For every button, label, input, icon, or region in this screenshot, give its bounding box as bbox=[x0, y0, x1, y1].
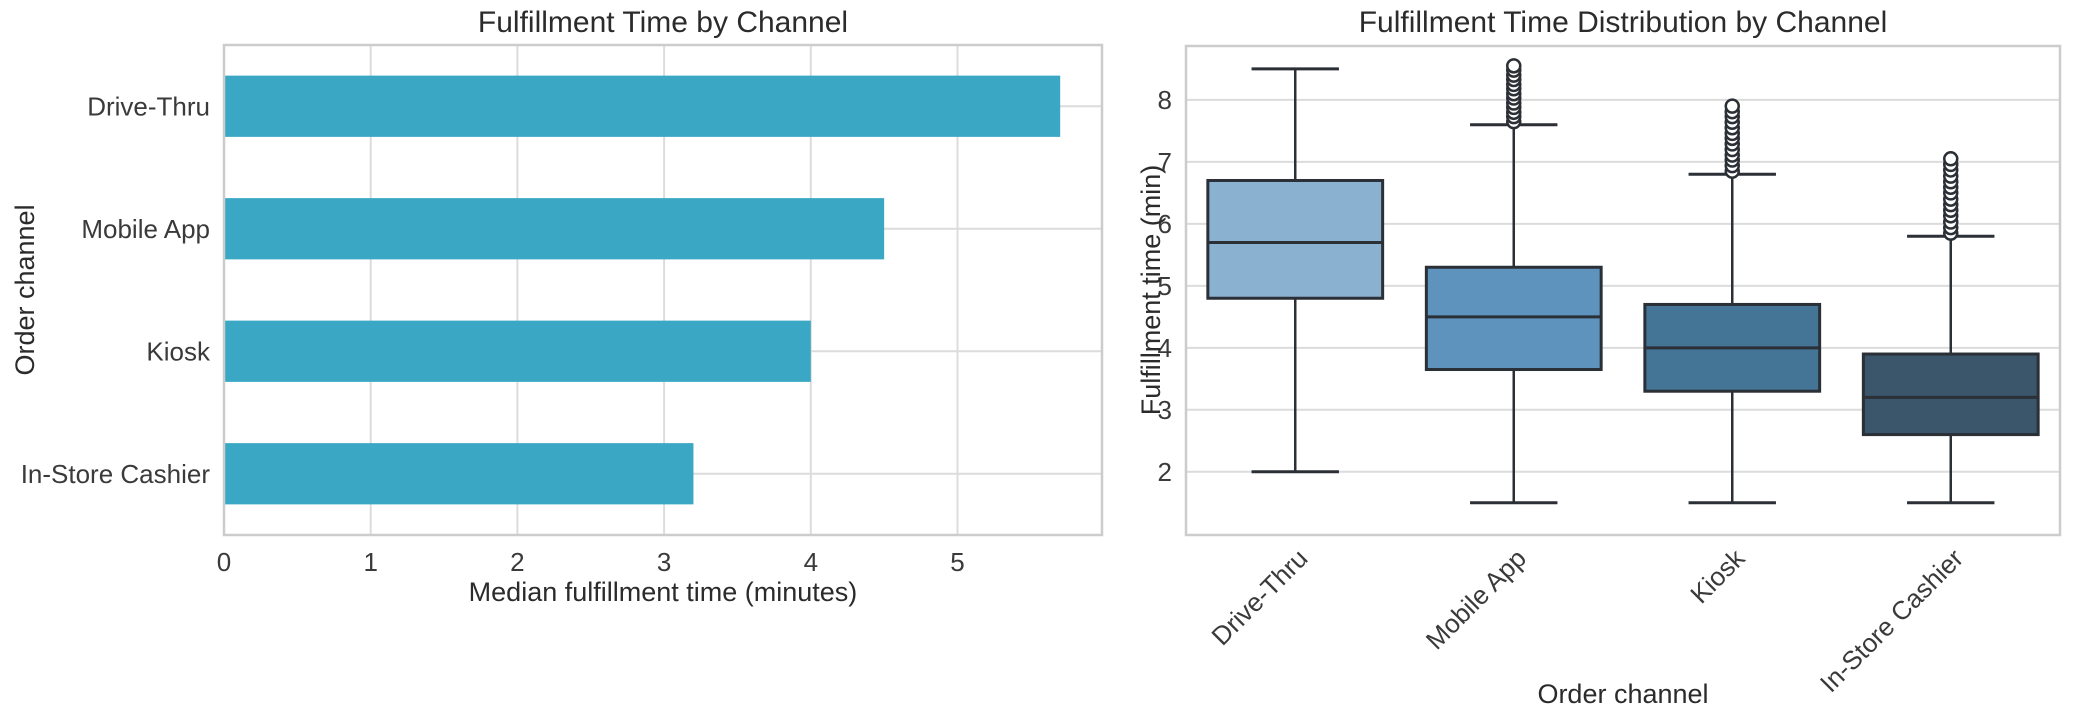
bar-chart-y-axis-label: Order channel bbox=[10, 204, 40, 375]
box-chart-y-tick-label-5: 5 bbox=[1158, 271, 1172, 301]
bar-drive-thru bbox=[224, 75, 1061, 137]
box-chart-y-tick-label-2: 2 bbox=[1158, 457, 1172, 487]
box-mobile-app bbox=[1424, 265, 1603, 372]
box-chart-y-tick-label-3: 3 bbox=[1158, 395, 1172, 425]
box-chart-x-tick-label-mobile-app: Mobile App bbox=[1420, 543, 1532, 655]
bar-chart-plot-border bbox=[222, 43, 1104, 537]
outlier-kiosk-12 bbox=[1724, 98, 1740, 114]
bar-mobile-app bbox=[224, 198, 885, 260]
box-chart-x-tick-label-in-store-cashier: In-Store Cashier bbox=[1814, 543, 1969, 698]
bar-chart-x-tick-label-3: 3 bbox=[657, 547, 671, 577]
bar-chart-x-tick-label-2: 2 bbox=[510, 547, 524, 577]
box-chart-y-tick-label-6: 6 bbox=[1158, 209, 1172, 239]
box-chart-plot-border bbox=[1184, 44, 2062, 537]
box-chart-y-tick-label-7: 7 bbox=[1158, 147, 1172, 177]
bar-chart-y-tick-label-in-store-cashier: In-Store Cashier bbox=[21, 459, 211, 489]
axes-layer bbox=[222, 43, 2062, 537]
box-chart-x-tick-label-drive-thru: Drive-Thru bbox=[1205, 543, 1313, 651]
bar-chart-y-tick-label-kiosk: Kiosk bbox=[146, 336, 211, 366]
bar-kiosk bbox=[224, 320, 811, 382]
box-chart-title: Fulfillment Time Distribution by Channel bbox=[1359, 6, 1888, 39]
bar-chart-y-tick-label-mobile-app: Mobile App bbox=[81, 214, 210, 244]
box-chart-y-tick-label-8: 8 bbox=[1158, 85, 1172, 115]
bar-in-store-cashier bbox=[224, 443, 694, 505]
outlier-mobile-app-12 bbox=[1506, 58, 1522, 74]
bar-chart-x-tick-label-0: 0 bbox=[217, 547, 231, 577]
bar-chart-x-tick-label-1: 1 bbox=[363, 547, 377, 577]
bar-chart-y-tick-label-drive-thru: Drive-Thru bbox=[87, 91, 210, 121]
bar-chart-x-tick-label-5: 5 bbox=[950, 547, 964, 577]
box-drive-thru bbox=[1206, 178, 1385, 300]
box-chart-x-tick-label-kiosk: Kiosk bbox=[1684, 542, 1751, 609]
box-chart-y-axis-label: Fulfillment time (min) bbox=[1136, 165, 1166, 416]
box-in-store-cashier bbox=[1861, 352, 2040, 437]
bar-chart-title: Fulfillment Time by Channel bbox=[478, 6, 848, 39]
outlier-in-store-cashier-13 bbox=[1943, 151, 1959, 167]
data-layer bbox=[224, 58, 2040, 505]
box-chart-x-axis-label: Order channel bbox=[1537, 679, 1708, 709]
bar-chart-x-tick-label-4: 4 bbox=[804, 547, 818, 577]
bar-chart-x-axis-label: Median fulfillment time (minutes) bbox=[469, 577, 858, 607]
box-chart-y-tick-label-4: 4 bbox=[1158, 333, 1172, 363]
